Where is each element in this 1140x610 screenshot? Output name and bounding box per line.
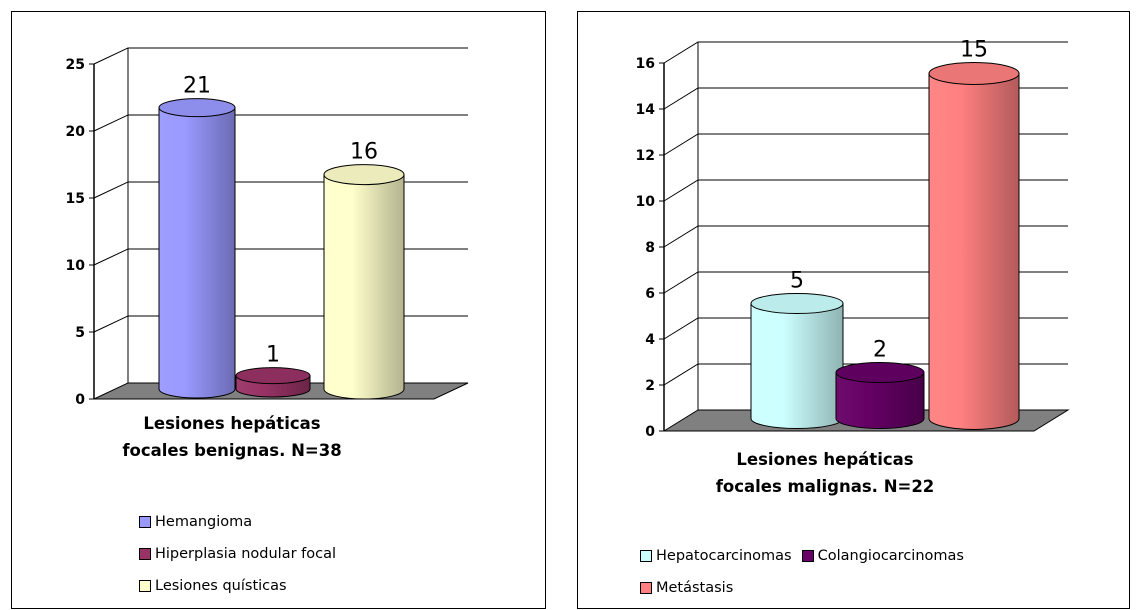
benign-y-tick-label: 5 [75, 325, 85, 341]
malignant-bar-0 [750, 293, 844, 429]
benign-y-tick-label: 0 [75, 392, 85, 408]
benign-y-tick-label: 15 [66, 191, 85, 207]
benign-y-tick-label: 25 [66, 57, 85, 73]
malignant-y-tick-label: 16 [636, 56, 655, 72]
benign-y-tick-label: 10 [66, 258, 86, 274]
benign-chart-panel: 0 5 10 15 20 25 21 1 16 Lesiones hepáticas focal… [11, 11, 546, 609]
benign-legend-row: Hemangioma [139, 506, 519, 538]
malignant-legend-row: Hepatocarcinomas Colangiocarcinomas [640, 540, 1110, 572]
benign-legend-row: Hiperplasia nodular focal [139, 538, 519, 570]
benign-gridline [93, 114, 468, 132]
benign-legend-label: Hiperplasia nodular focal [155, 546, 337, 562]
malignant-y-tick-label: 10 [636, 194, 656, 210]
malignant-gridline [663, 41, 1068, 64]
malignant-legend-row: Metástasis [640, 572, 1110, 604]
malignant-y-tick-label: 4 [645, 332, 655, 348]
malignant-legend-label: Metástasis [656, 580, 734, 596]
malignant-bar-2 [928, 62, 1020, 430]
benign-legend-swatch [139, 516, 151, 528]
malignant-y-tick-label: 2 [645, 378, 655, 394]
malignant-y-tick-label: 0 [645, 424, 655, 440]
benign-bar-1 [235, 367, 311, 398]
malignant-legend-swatch [640, 550, 652, 562]
benign-legend: Hemangioma Hiperplasia nodular focal Lesio… [139, 506, 519, 602]
malignant-y-tick-label: 14 [636, 102, 656, 118]
benign-bar-2 [323, 164, 405, 400]
malignant-legend-item: Hepatocarcinomas [640, 540, 792, 572]
malignant-data-label-1: 2 [873, 338, 887, 363]
malignant-x-axis-title: Lesiones hepáticas focales malignas. N=2… [715, 450, 935, 496]
malignant-legend: Hepatocarcinomas Colangiocarcinomas Metást… [640, 540, 1110, 604]
benign-chart-plot: 0 5 10 15 20 25 21 1 16 [66, 47, 469, 408]
benign-gridline [93, 47, 468, 65]
malignant-y-tick-label: 6 [645, 286, 655, 302]
benign-legend-swatch [139, 580, 151, 592]
benign-x-axis-title: Lesiones hepáticas focales benignas. N=3… [122, 414, 342, 460]
benign-bar-0 [158, 98, 236, 399]
malignant-chart-panel: 0 2 4 6 8 10 12 14 16 5 2 15 Lesiones hepáticas foc… [577, 11, 1130, 609]
malignant-data-label-2: 15 [960, 38, 988, 63]
malignant-data-label-0: 5 [790, 269, 804, 294]
malignant-legend-swatch [801, 550, 814, 562]
benign-legend-item: Hemangioma [139, 506, 252, 538]
malignant-bar-1 [835, 362, 925, 429]
benign-legend-label: Hemangioma [155, 514, 253, 530]
malignant-y-tick-label: 8 [645, 240, 655, 256]
malignant-legend-swatch [640, 582, 652, 594]
benign-gridline [93, 248, 468, 266]
benign-legend-label: Lesiones quísticas [155, 578, 287, 594]
benign-data-label-1: 1 [266, 343, 280, 368]
malignant-legend-item: Colangiocarcinomas [801, 540, 964, 572]
benign-legend-swatch [139, 548, 151, 560]
malignant-chart-plot: 0 2 4 6 8 10 12 14 16 5 2 15 [636, 38, 1070, 440]
malignant-legend-label: Hepatocarcinomas [656, 548, 792, 564]
benign-gridline [93, 181, 468, 199]
malignant-legend-item: Metástasis [640, 572, 733, 604]
benign-legend-item: Hiperplasia nodular focal [139, 538, 336, 570]
benign-y-tick-label: 20 [66, 124, 86, 140]
benign-gridline [93, 315, 468, 333]
benign-data-label-0: 21 [183, 74, 211, 99]
benign-legend-item: Lesiones quísticas [139, 570, 287, 602]
malignant-y-tick-label: 12 [636, 148, 655, 164]
malignant-legend-label: Colangiocarcinomas [817, 548, 964, 564]
benign-legend-row: Lesiones quísticas [139, 570, 519, 602]
benign-data-label-2: 16 [350, 140, 378, 165]
